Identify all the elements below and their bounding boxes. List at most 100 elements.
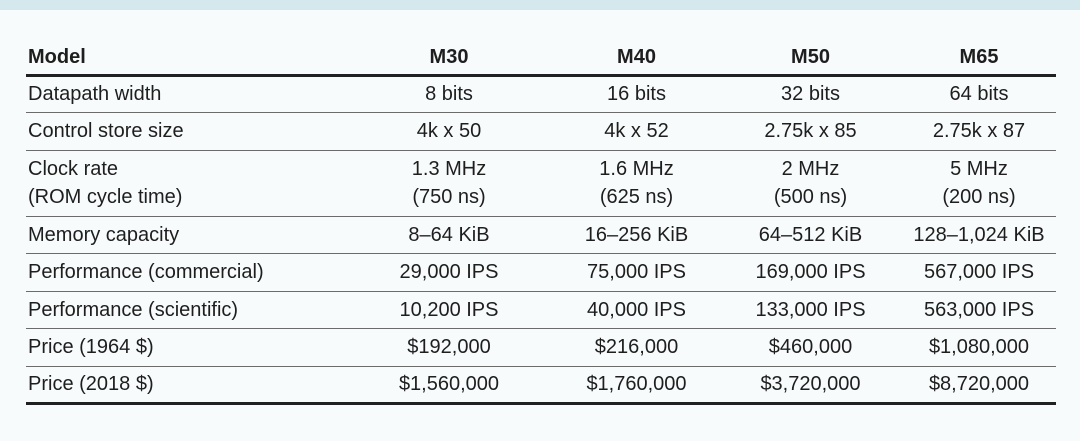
table-cell: $3,720,000 (719, 366, 902, 405)
cell-subtext: (500 ns) (773, 186, 848, 208)
table-cell: 2.75k x 87 (902, 112, 1056, 151)
table-cell: $1,560,000 (344, 366, 554, 405)
table-cell: $192,000 (344, 328, 554, 367)
table-cell: 32 bits (719, 75, 902, 113)
cell-text: 29,000 IPS (399, 261, 499, 284)
table-cell: $216,000 (554, 328, 719, 367)
table-cell: 29,000 IPS (344, 253, 554, 292)
header-m65: M65 (902, 42, 1056, 77)
table-row: Clock rate (ROM cycle time) 1.3 MHz (750… (26, 150, 1056, 217)
table-row: Memory capacity 8–64 KiB 16–256 KiB 64–5… (26, 216, 1056, 254)
row-label-text: Performance (scientific) (28, 298, 239, 321)
table-row: Performance (scientific) 10,200 IPS 40,0… (26, 291, 1056, 329)
row-label: Price (1964 $) (26, 328, 344, 367)
cell-text: $1,080,000 (928, 336, 1030, 359)
top-band (0, 0, 1080, 10)
table-row: Price (1964 $) $192,000 $216,000 $460,00… (26, 328, 1056, 367)
row-label: Performance (commercial) (26, 253, 344, 292)
row-label-text: Price (1964 $) (28, 336, 154, 359)
table-cell: 133,000 IPS (719, 291, 902, 329)
table-cell: $1,760,000 (554, 366, 719, 405)
table-cell: $8,720,000 (902, 366, 1056, 405)
cell-text: 2.75k x 87 (932, 120, 1026, 143)
table-cell: 1.6 MHz (625 ns) (554, 150, 719, 217)
row-label: Datapath width (26, 75, 344, 113)
table-cell: 64 bits (902, 75, 1056, 113)
cell-text: 1.6 MHz (599, 158, 674, 180)
cell-text: 75,000 IPS (587, 261, 686, 284)
table-cell: 2.75k x 85 (719, 112, 902, 151)
cell-text: $3,720,000 (760, 373, 861, 396)
cell-text: $216,000 (594, 336, 679, 359)
row-label-text: Price (2018 $) (28, 373, 154, 396)
specs-table: Model M30 M40 M50 M65 Datapath width 8 b… (26, 42, 1056, 405)
table-cell: 567,000 IPS (902, 253, 1056, 292)
row-label: Control store size (26, 112, 344, 151)
cell-text: 40,000 IPS (587, 298, 686, 321)
row-label-text: Memory capacity (28, 223, 180, 246)
table-row: Control store size 4k x 50 4k x 52 2.75k… (26, 112, 1056, 151)
table-cell: $460,000 (719, 328, 902, 367)
cell-text: $460,000 (768, 336, 853, 359)
row-label: Performance (scientific) (26, 291, 344, 329)
table-cell: 2 MHz (500 ns) (719, 150, 902, 217)
cell-text: 64–512 KiB (758, 223, 863, 246)
cell-subtext: (625 ns) (599, 186, 674, 208)
cell-text: 133,000 IPS (755, 298, 866, 321)
row-label-text: Performance (commercial) (28, 261, 264, 284)
cell-text: 1.3 MHz (411, 158, 487, 180)
cell-text: 567,000 IPS (923, 261, 1035, 284)
header-m40: M40 (554, 42, 719, 77)
header-row: Model M30 M40 M50 M65 (26, 42, 1056, 77)
cell-subtext: (750 ns) (412, 186, 486, 208)
table-cell: 1.3 MHz (750 ns) (344, 150, 554, 217)
row-label: Memory capacity (26, 216, 344, 254)
cell-text: 10,200 IPS (399, 298, 499, 321)
table-cell: $1,080,000 (902, 328, 1056, 367)
table-cell: 128–1,024 KiB (902, 216, 1056, 254)
cell-text: 64 bits (949, 83, 1009, 106)
cell-text: 128–1,024 KiB (913, 223, 1045, 246)
table-cell: 16–256 KiB (554, 216, 719, 254)
cell-text: 5 MHz (950, 158, 1008, 180)
cell-text: 169,000 IPS (755, 261, 866, 284)
row-label-text: Datapath width (28, 83, 162, 106)
cell-text: 32 bits (781, 83, 840, 106)
table-row: Price (2018 $) $1,560,000 $1,760,000 $3,… (26, 366, 1056, 405)
header-model: Model (26, 42, 344, 77)
table-cell: 75,000 IPS (554, 253, 719, 292)
cell-text: 4k x 50 (416, 120, 482, 143)
cell-text: 2 MHz (781, 158, 840, 180)
cell-text: $1,560,000 (398, 373, 500, 396)
cell-text: 16–256 KiB (584, 223, 689, 246)
cell-text: 16 bits (607, 83, 666, 106)
table-cell: 8 bits (344, 75, 554, 113)
cell-subtext: (200 ns) (942, 186, 1016, 208)
table-cell: 16 bits (554, 75, 719, 113)
cell-text: 8 bits (425, 83, 473, 106)
cell-text: $1,760,000 (586, 373, 687, 396)
cell-text: 2.75k x 85 (764, 120, 857, 143)
table-cell: 8–64 KiB (344, 216, 554, 254)
row-label-text: Control store size (28, 120, 184, 143)
cell-text: $8,720,000 (928, 373, 1030, 396)
table-row: Datapath width 8 bits 16 bits 32 bits 64… (26, 75, 1056, 113)
table-cell: 64–512 KiB (719, 216, 902, 254)
table-cell: 4k x 50 (344, 112, 554, 151)
cell-text: 8–64 KiB (408, 223, 490, 246)
table-cell: 563,000 IPS (902, 291, 1056, 329)
row-label: Price (2018 $) (26, 366, 344, 405)
row-label-text: Clock rate (28, 158, 119, 180)
table-row: Performance (commercial) 29,000 IPS 75,0… (26, 253, 1056, 292)
table-cell: 5 MHz (200 ns) (902, 150, 1056, 217)
table-cell: 40,000 IPS (554, 291, 719, 329)
table-cell: 169,000 IPS (719, 253, 902, 292)
specs-table-container: Model M30 M40 M50 M65 Datapath width 8 b… (26, 42, 1056, 405)
table-cell: 4k x 52 (554, 112, 719, 151)
cell-text: $192,000 (407, 336, 491, 359)
table-cell: 10,200 IPS (344, 291, 554, 329)
header-m30: M30 (344, 42, 554, 77)
cell-text: 4k x 52 (604, 120, 669, 143)
row-label-subtext: (ROM cycle time) (28, 186, 183, 208)
cell-text: 563,000 IPS (923, 298, 1035, 321)
